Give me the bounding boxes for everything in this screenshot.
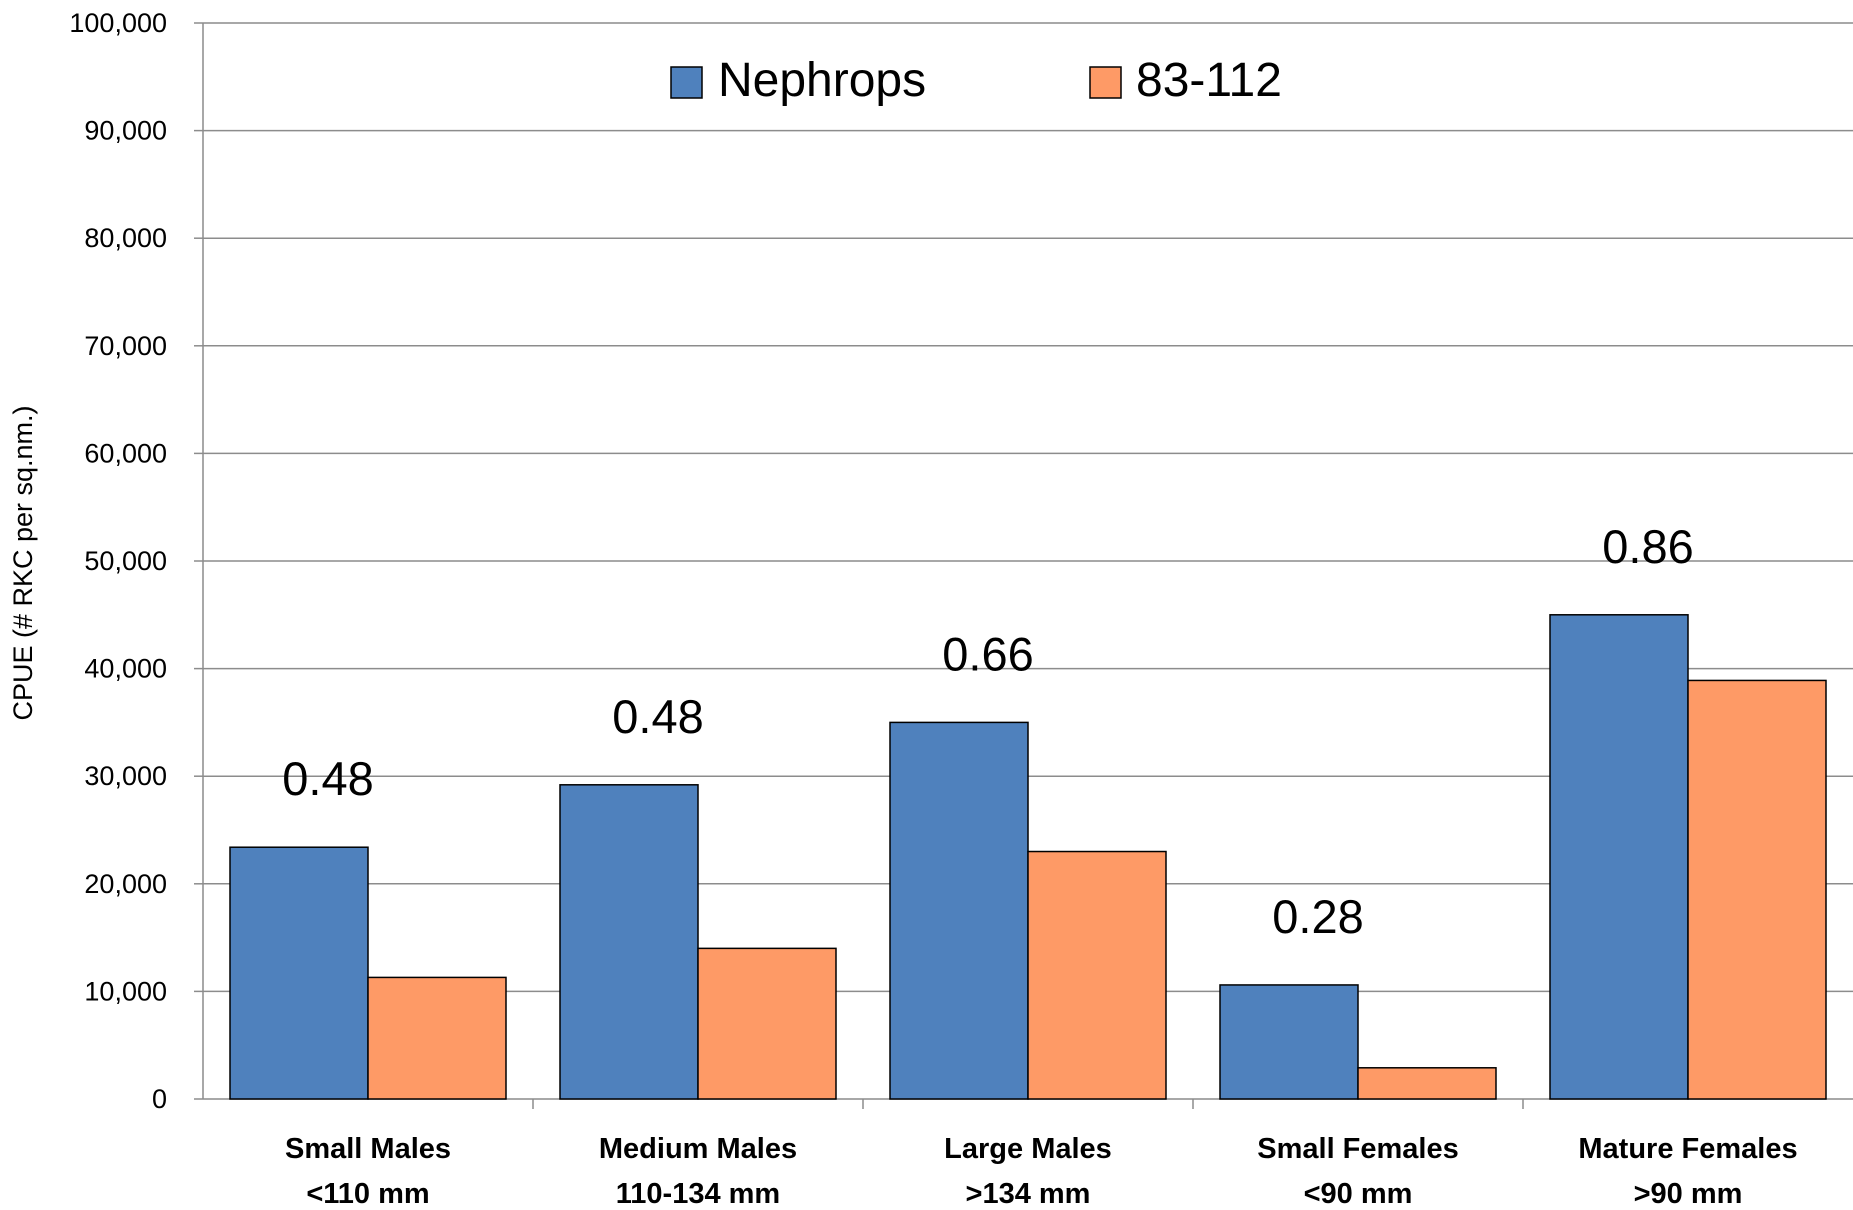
bar-nephrops: [889, 721, 1029, 1100]
x-category-label: Medium Males: [599, 1133, 797, 1165]
bar-83-112: [1357, 1067, 1497, 1100]
bar-nephrops: [229, 846, 369, 1100]
bar-nephrops: [559, 784, 699, 1100]
legend-label: Nephrops: [718, 54, 926, 107]
x-category-label: Mature Females: [1578, 1133, 1797, 1165]
bar-83-112: [367, 976, 507, 1100]
annotations: 0.48 0.48 0.66 0.28 0.86: [282, 520, 1693, 943]
ratio-annotation: 0.66: [942, 627, 1033, 680]
y-tick-label: 10,000: [84, 976, 167, 1006]
y-axis-title: CPUE (# RKC per sq.nm.): [8, 405, 38, 720]
x-category-sublabel: 110-134 mm: [616, 1178, 780, 1210]
x-category-label: Large Males: [944, 1133, 1112, 1165]
y-tick-label: 100,000: [69, 8, 167, 38]
x-category-sublabel: <110 mm: [306, 1178, 429, 1210]
gridlines: [203, 22, 1853, 993]
y-tick-label: 30,000: [84, 761, 167, 791]
y-tick-label: 40,000: [84, 654, 167, 684]
x-category-label: Small Males: [285, 1133, 451, 1165]
x-category-sublabel: >134 mm: [966, 1178, 1091, 1210]
legend: Nephrops 83-112: [670, 54, 1282, 107]
x-category-labels: Small Males <110 mm Medium Males 110-134 mm…: [285, 1133, 1798, 1210]
bar-nephrops: [1549, 614, 1689, 1100]
x-category-sublabel: <90 mm: [1304, 1178, 1413, 1210]
y-tick-label: 50,000: [84, 546, 167, 576]
y-tick-label: 90,000: [84, 116, 167, 146]
legend-swatch: [670, 66, 703, 99]
y-tick-label: 0: [152, 1084, 167, 1114]
y-tick-label: 80,000: [84, 223, 167, 253]
y-tick-label: 70,000: [84, 331, 167, 361]
bar-83-112: [697, 947, 837, 1100]
y-tick-label: 60,000: [84, 438, 167, 468]
bars: [229, 614, 1827, 1100]
ratio-annotation: 0.48: [282, 752, 373, 805]
y-tick-labels: 0 10,000 20,000 30,000 40,000 50,000 60,000 70,…: [69, 8, 167, 1114]
bar-83-112: [1687, 679, 1827, 1100]
bar-83-112: [1027, 850, 1167, 1100]
x-category-label: Small Females: [1257, 1133, 1459, 1165]
ratio-annotation: 0.86: [1602, 520, 1693, 573]
bar-nephrops: [1219, 984, 1359, 1100]
ratio-annotation: 0.48: [612, 690, 703, 743]
ratio-annotation: 0.28: [1272, 890, 1363, 943]
x-category-sublabel: >90 mm: [1634, 1178, 1743, 1210]
y-tick-label: 20,000: [84, 869, 167, 899]
legend-label: 83-112: [1136, 54, 1282, 107]
legend-swatch: [1089, 66, 1122, 99]
